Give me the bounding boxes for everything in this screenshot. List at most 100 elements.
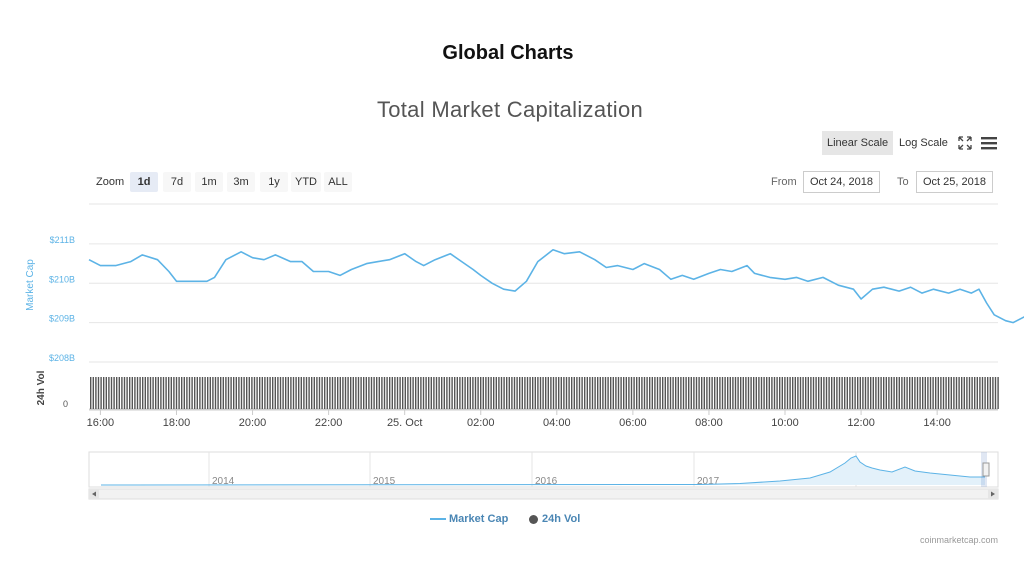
volume-bar xyxy=(217,377,219,409)
volume-bar xyxy=(597,377,599,409)
legend-volume-label: 24h Vol xyxy=(542,513,581,525)
volume-bar xyxy=(963,377,965,409)
credits-link[interactable]: coinmarketcap.com xyxy=(919,535,998,545)
volume-bar xyxy=(246,377,248,409)
volume-bar xyxy=(186,377,188,409)
volume-bar xyxy=(285,377,287,409)
x-tick-label: 22:00 xyxy=(315,417,343,429)
volume-bar xyxy=(420,377,422,409)
volume-bar xyxy=(854,377,856,409)
volume-bar xyxy=(623,377,625,409)
volume-bar xyxy=(311,377,313,409)
volume-bar xyxy=(604,377,607,409)
volume-bar xyxy=(282,377,284,409)
volume-bar xyxy=(825,377,828,409)
volume-bar xyxy=(230,377,232,409)
volume-bar xyxy=(472,377,474,409)
zoom-all-button[interactable]: ALL xyxy=(324,172,352,192)
volume-bar xyxy=(916,377,919,409)
log-scale-button[interactable]: Log Scale xyxy=(899,137,948,149)
volume-bar xyxy=(318,377,321,409)
from-date-input[interactable]: Oct 24, 2018 xyxy=(803,171,880,193)
volume-bar xyxy=(867,377,869,409)
y-axis-label: Market Cap xyxy=(25,259,36,311)
volume-bar xyxy=(131,377,133,409)
volume-bar xyxy=(589,377,591,409)
zoom-ytd-button[interactable]: YTD xyxy=(291,172,321,192)
volume-bar xyxy=(893,377,895,409)
market-cap-chart[interactable]: $208B $209B $210B $211B Market Cap 0 24h Vol 16… xyxy=(0,200,1024,440)
volume-bar xyxy=(755,377,757,409)
volume-bar xyxy=(797,377,799,409)
volume-bar xyxy=(810,377,812,409)
volume-bars-group xyxy=(90,377,999,409)
volume-bar xyxy=(168,377,170,409)
volume-bar xyxy=(493,377,495,409)
volume-bar xyxy=(643,377,646,409)
volume-bar xyxy=(950,377,952,409)
volume-bar xyxy=(586,377,588,409)
volume-bar xyxy=(183,377,185,409)
volume-bar xyxy=(316,377,318,409)
zoom-1y-button[interactable]: 1y xyxy=(260,172,288,192)
volume-bar xyxy=(989,377,991,409)
volume-bar xyxy=(693,377,695,409)
volume-bar xyxy=(945,377,947,409)
volume-bar xyxy=(625,377,627,409)
volume-bar xyxy=(914,377,916,409)
legend-market-cap-label: Market Cap xyxy=(449,513,509,525)
volume-bar xyxy=(610,377,612,409)
volume-bar xyxy=(542,377,544,409)
volume-bar xyxy=(724,377,726,409)
volume-bar xyxy=(701,377,703,409)
volume-bar xyxy=(105,377,107,409)
zoom-1d-button[interactable]: 1d xyxy=(130,172,158,192)
volume-bar xyxy=(981,377,984,409)
volume-bar xyxy=(929,377,932,409)
x-tick-label: 06:00 xyxy=(619,417,647,429)
expand-icon[interactable] xyxy=(958,136,972,150)
volume-bar xyxy=(355,377,357,409)
volume-bar xyxy=(376,377,378,409)
volume-bar xyxy=(363,377,365,409)
volume-bar xyxy=(508,377,510,409)
legend-line-icon xyxy=(430,518,446,521)
volume-bar xyxy=(581,377,583,409)
volume-bar xyxy=(344,377,347,409)
volume-bar xyxy=(404,377,406,409)
zoom-7d-button[interactable]: 7d xyxy=(163,172,191,192)
volume-bar xyxy=(360,377,362,409)
volume-bar xyxy=(173,377,175,409)
navigator-chart[interactable]: 20142015201620172018 xyxy=(0,445,1024,505)
volume-bar xyxy=(656,377,659,409)
volume-bar xyxy=(763,377,765,409)
volume-bar xyxy=(924,377,926,409)
volume-bar xyxy=(290,377,292,409)
volume-bar xyxy=(664,377,666,409)
volume-bar xyxy=(896,377,898,409)
legend-volume[interactable]: 24h Vol xyxy=(529,513,580,525)
volume-bar xyxy=(594,377,596,409)
volume-bar xyxy=(532,377,534,409)
hamburger-menu-icon[interactable] xyxy=(981,136,997,150)
volume-bar xyxy=(805,377,807,409)
volume-bar xyxy=(758,377,760,409)
to-date-input[interactable]: Oct 25, 2018 xyxy=(916,171,993,193)
volume-bar xyxy=(441,377,443,409)
legend-market-cap[interactable]: Market Cap xyxy=(430,513,508,525)
volume-bar xyxy=(199,377,201,409)
volume-bar xyxy=(628,377,630,409)
volume-bar xyxy=(932,377,934,409)
x-tick-label: 04:00 xyxy=(543,417,571,429)
volume-bar xyxy=(911,377,913,409)
volume-bar xyxy=(474,377,477,409)
zoom-1m-button[interactable]: 1m xyxy=(195,172,223,192)
volume-bar xyxy=(602,377,604,409)
volume-bar xyxy=(451,377,453,409)
volume-bar xyxy=(927,377,929,409)
linear-scale-button[interactable]: Linear Scale xyxy=(822,131,894,155)
volume-bar xyxy=(706,377,708,409)
volume-bar xyxy=(771,377,773,409)
volume-bar xyxy=(727,377,729,409)
zoom-3m-button[interactable]: 3m xyxy=(227,172,255,192)
